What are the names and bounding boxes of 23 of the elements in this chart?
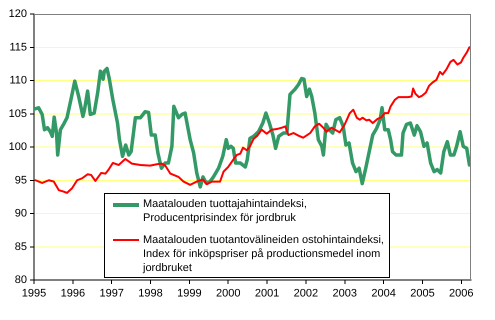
y-tick-label: 80 bbox=[14, 274, 27, 286]
y-tick-label: 90 bbox=[14, 208, 27, 220]
legend-label: Maatalouden tuotantovälineiden ostohintaindeksi, Index för inköpspriser på productionsmedel inom jordbruket bbox=[143, 233, 385, 275]
x-tick-label: 1998 bbox=[138, 288, 163, 300]
x-tick-label: 2004 bbox=[371, 288, 396, 300]
x-tick-label: 2006 bbox=[449, 288, 474, 300]
x-tick-label: 2001 bbox=[254, 288, 280, 300]
x-tick-label: 2002 bbox=[294, 288, 318, 300]
x-tick-label: 1997 bbox=[99, 288, 124, 300]
x-tick-label: 2005 bbox=[410, 288, 435, 300]
x-tick-label: 1996 bbox=[60, 288, 86, 300]
y-tick-label: 110 bbox=[9, 74, 27, 87]
y-tick-label: 115 bbox=[9, 41, 27, 54]
x-tick-label: 2003 bbox=[332, 288, 357, 300]
legend-label: Maatalouden tuottajahintaindeksi, Producentprisindex för jordbruk bbox=[143, 197, 308, 225]
y-tick-label: 95 bbox=[14, 174, 27, 186]
x-tick-label: 2000 bbox=[216, 288, 240, 300]
y-tick-label: 105 bbox=[8, 108, 27, 120]
y-tick-label: 120 bbox=[8, 8, 27, 20]
y-tick-label: 100 bbox=[8, 141, 27, 154]
x-tick-label: 1995 bbox=[22, 288, 46, 300]
y-tick-label: 85 bbox=[14, 240, 27, 253]
x-tick-label: 1999 bbox=[177, 288, 202, 300]
